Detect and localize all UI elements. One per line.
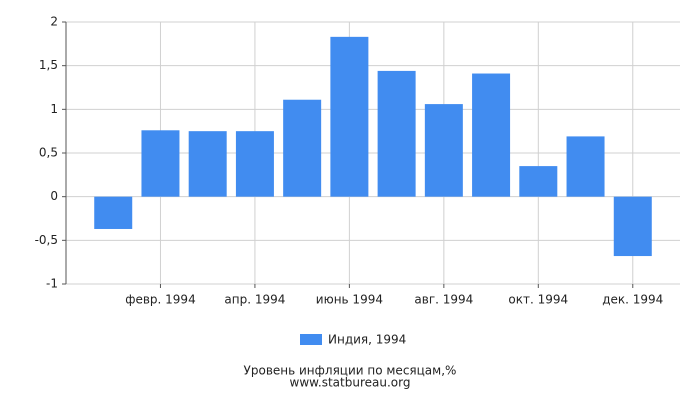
x-tick-label: окт. 1994 bbox=[508, 293, 568, 307]
y-tick-label: 2 bbox=[50, 15, 58, 29]
bar bbox=[141, 130, 180, 197]
y-tick-label: 0 bbox=[50, 189, 58, 203]
y-tick-label: 1 bbox=[50, 102, 58, 116]
chart-caption: Уровень инфляции по месяцам,% bbox=[244, 364, 457, 378]
y-tick-label: -0,5 bbox=[35, 233, 58, 247]
x-tick-label: авг. 1994 bbox=[414, 293, 473, 307]
x-tick-label: июнь 1994 bbox=[316, 293, 383, 307]
x-tick-label: апр. 1994 bbox=[224, 293, 285, 307]
bar bbox=[283, 99, 322, 197]
bar bbox=[188, 131, 227, 197]
chart-source: www.statbureau.org bbox=[290, 376, 411, 390]
legend-swatch bbox=[300, 334, 322, 345]
x-tick-label: дек. 1994 bbox=[602, 293, 663, 307]
bar bbox=[472, 73, 511, 197]
x-tick-label: февр. 1994 bbox=[125, 293, 196, 307]
bar bbox=[94, 196, 133, 229]
bar bbox=[613, 196, 652, 257]
y-tick-label: -1 bbox=[46, 277, 58, 291]
y-tick-label: 1,5 bbox=[39, 58, 58, 72]
bar bbox=[377, 70, 416, 197]
y-tick-label: 0,5 bbox=[39, 146, 58, 160]
bar bbox=[330, 36, 369, 197]
bar bbox=[566, 136, 605, 197]
legend-label: Индия, 1994 bbox=[328, 333, 406, 347]
bar bbox=[235, 131, 274, 197]
bar bbox=[424, 104, 463, 197]
bar bbox=[519, 166, 558, 197]
